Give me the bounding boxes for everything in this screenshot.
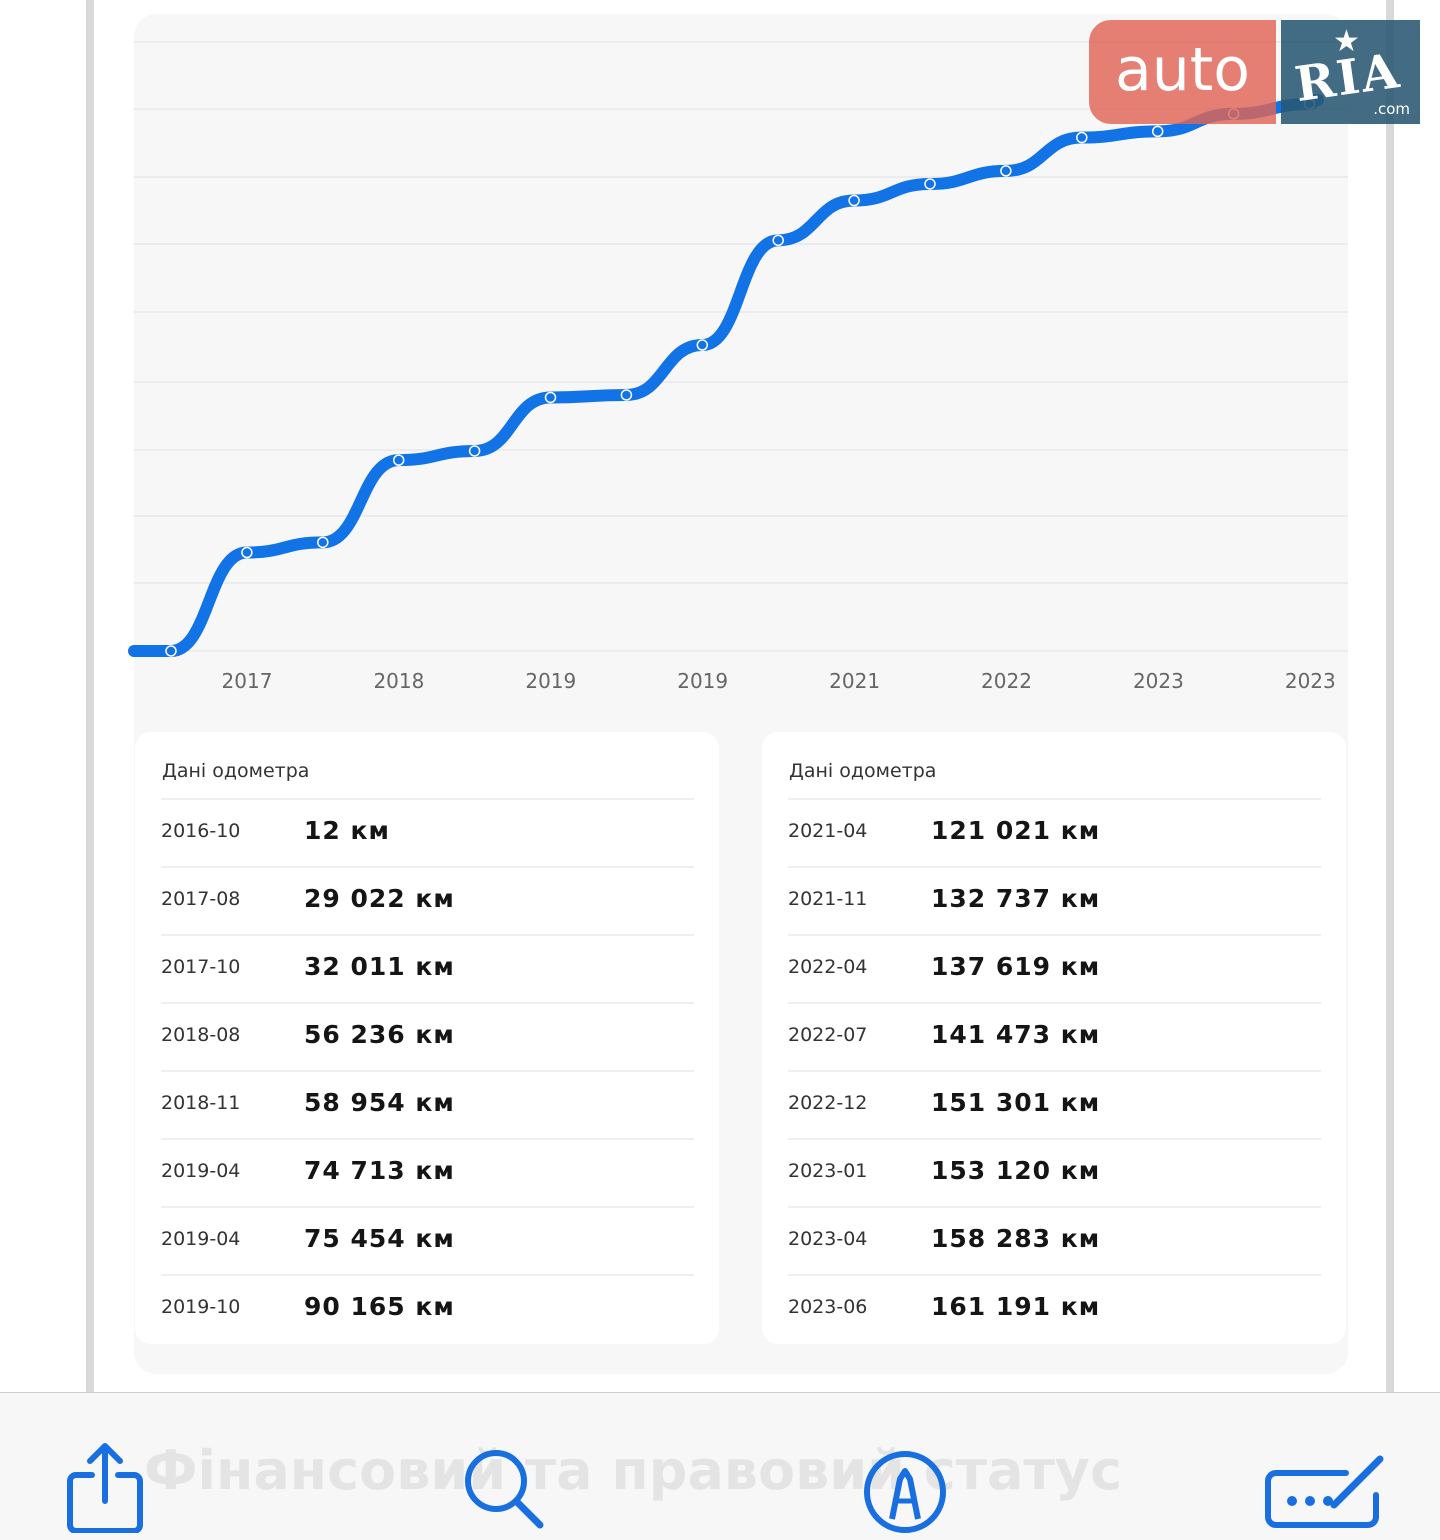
row-mileage: 56 236 км (304, 1020, 455, 1049)
odometer-card-2: Дані одометра 2021-04 121 021 км 2021-11 13… (762, 732, 1346, 1344)
data-point (696, 339, 709, 351)
card-title: Дані одометра (162, 760, 310, 782)
bottom-toolbar: Фінансовий та правовий статус (0, 1392, 1440, 1540)
row-date: 2017-08 (161, 888, 241, 910)
row-mileage: 151 301 км (931, 1088, 1101, 1117)
star-icon: ★ (1333, 24, 1360, 59)
row-mileage: 137 619 км (931, 952, 1101, 981)
table-row: 2019-04 74 713 км (161, 1138, 694, 1206)
logo-dotcom-text: .com (1373, 100, 1410, 118)
table-row: 2017-10 32 011 км (161, 934, 694, 1002)
odometer-rows: 2016-10 12 км 2017-08 29 022 км 2017-10 32 01… (161, 798, 694, 1342)
odometer-chart: 2017 2018 2019 2019 2021 2022 2023 2023 (128, 41, 1348, 693)
autoria-logo-ria: ★ RIA .com (1281, 20, 1420, 124)
table-row: 2019-04 75 454 км (161, 1206, 694, 1274)
row-date: 2023-01 (788, 1160, 868, 1182)
row-date: 2019-10 (161, 1296, 241, 1318)
autoria-logo-auto: auto (1089, 20, 1276, 124)
card-title: Дані одометра (789, 760, 937, 782)
share-icon[interactable] (66, 1441, 144, 1533)
data-point (392, 454, 405, 466)
row-date: 2019-04 (161, 1160, 241, 1182)
table-row: 2023-04 158 283 км (788, 1206, 1321, 1274)
markup-icon[interactable] (862, 1449, 948, 1535)
x-tick-label: 2021 (829, 669, 880, 693)
search-icon[interactable] (462, 1447, 546, 1531)
data-point (1000, 165, 1012, 177)
data-point (848, 194, 860, 207)
logo-auto-text: auto (1114, 35, 1251, 105)
data-point (1151, 125, 1164, 138)
row-date: 2023-04 (788, 1228, 868, 1250)
row-date: 2019-04 (161, 1228, 241, 1250)
row-date: 2021-04 (788, 820, 868, 842)
x-tick-label: 2019 (525, 669, 576, 693)
row-mileage: 121 021 км (931, 816, 1101, 845)
ghost-heading: Фінансовий та правовий статус (144, 1439, 1122, 1502)
row-date: 2016-10 (161, 820, 241, 842)
data-point (544, 391, 557, 404)
odometer-card-1: Дані одометра 2016-10 12 км 2017-08 29 022 … (135, 732, 719, 1344)
data-point (620, 389, 633, 401)
row-date: 2023-06 (788, 1296, 868, 1318)
row-mileage: 132 737 км (931, 884, 1101, 913)
row-date: 2021-11 (788, 888, 868, 910)
table-row: 2023-06 161 191 км (788, 1274, 1321, 1342)
table-row: 2022-04 137 619 км (788, 934, 1321, 1002)
row-date: 2022-04 (788, 956, 868, 978)
row-mileage: 74 713 км (304, 1156, 455, 1185)
row-mileage: 12 км (304, 816, 390, 845)
table-row: 2022-12 151 301 км (788, 1070, 1321, 1138)
table-row: 2017-08 29 022 км (161, 866, 694, 934)
row-date: 2018-11 (161, 1092, 241, 1114)
x-tick-label: 2023 (1133, 669, 1184, 693)
row-mileage: 141 473 км (931, 1020, 1101, 1049)
row-date: 2022-07 (788, 1024, 868, 1046)
x-tick-label: 2019 (677, 669, 728, 693)
data-point (772, 234, 784, 247)
row-mileage: 158 283 км (931, 1224, 1101, 1253)
x-tick-label: 2023 (1285, 669, 1336, 693)
chart-grid (134, 41, 1348, 652)
row-mileage: 90 165 км (304, 1292, 455, 1321)
data-point (924, 178, 936, 190)
x-tick-label: 2017 (222, 669, 273, 693)
row-mileage: 58 954 км (304, 1088, 455, 1117)
row-mileage: 75 454 км (304, 1224, 455, 1253)
x-tick-label: 2022 (981, 669, 1032, 693)
row-mileage: 32 011 км (304, 952, 455, 981)
table-row: 2018-08 56 236 км (161, 1002, 694, 1070)
x-tick-label: 2018 (373, 669, 424, 693)
data-point (468, 445, 481, 457)
row-date: 2018-08 (161, 1024, 241, 1046)
x-axis-ticks: 2017 2018 2019 2019 2021 2022 2023 2023 (222, 669, 1336, 693)
odometer-line (128, 94, 1324, 657)
row-mileage: 161 191 км (931, 1292, 1101, 1321)
signature-icon[interactable] (1264, 1451, 1388, 1529)
row-date: 2022-12 (788, 1092, 868, 1114)
chart-points (165, 98, 1316, 657)
data-point (165, 645, 177, 657)
table-row: 2021-11 132 737 км (788, 866, 1321, 934)
table-row: 2021-04 121 021 км (788, 798, 1321, 866)
data-point (317, 536, 329, 549)
table-row: 2016-10 12 км (161, 798, 694, 866)
table-row: 2018-11 58 954 км (161, 1070, 694, 1138)
row-mileage: 29 022 км (304, 884, 455, 913)
table-row: 2023-01 153 120 км (788, 1138, 1321, 1206)
row-date: 2017-10 (161, 956, 241, 978)
data-point (1076, 131, 1088, 144)
table-row: 2022-07 141 473 км (788, 1002, 1321, 1070)
odometer-rows: 2021-04 121 021 км 2021-11 132 737 км 2022-0… (788, 798, 1321, 1342)
table-row: 2019-10 90 165 км (161, 1274, 694, 1342)
row-mileage: 153 120 км (931, 1156, 1101, 1185)
data-point (241, 546, 253, 559)
